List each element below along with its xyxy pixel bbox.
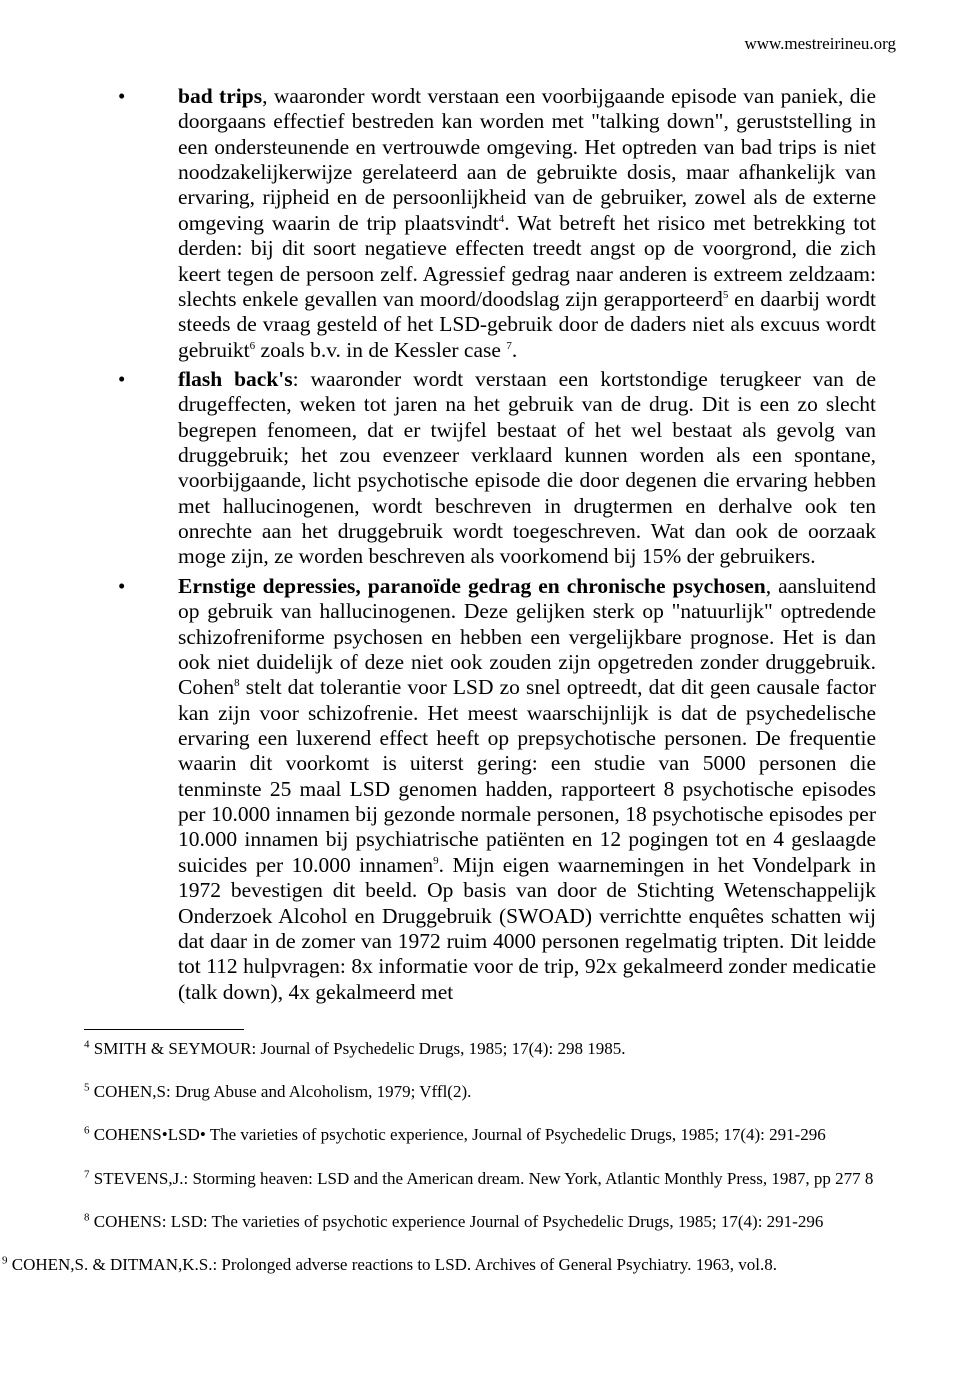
footnote-text: COHEN,S. & DITMAN,K.S.: Prolonged advers…	[8, 1255, 777, 1274]
lead-term: flash back's	[178, 367, 293, 391]
footnote: 9 COHEN,S. & DITMAN,K.S.: Prolonged adve…	[2, 1254, 876, 1275]
footnote: 4 SMITH & SEYMOUR: Journal of Psychedeli…	[84, 1038, 876, 1059]
footnote: 7 STEVENS,J.: Storming heaven: LSD and t…	[84, 1168, 876, 1189]
footnote-rule	[84, 1029, 244, 1030]
list-item: Ernstige depressies, paranoïde gedrag en…	[84, 574, 876, 1005]
document-page: www.mestreirineu.org bad trips, waaronde…	[0, 0, 960, 1380]
header-url: www.mestreirineu.org	[84, 34, 896, 54]
lead-term: bad trips	[178, 84, 262, 108]
footnote-text: COHENS•LSD• The varieties of psychotic e…	[90, 1125, 826, 1144]
body-text: stelt dat tolerantie voor LSD zo snel op…	[178, 675, 876, 877]
list-item: flash back's: waaronder wordt verstaan e…	[84, 367, 876, 570]
body-text: zoals b.v. in de Kessler case	[255, 338, 506, 362]
bullet-list: bad trips, waaronder wordt verstaan een …	[84, 84, 876, 1005]
footnotes-block: 4 SMITH & SEYMOUR: Journal of Psychedeli…	[84, 1038, 876, 1276]
footnote: 5 COHEN,S: Drug Abuse and Alcoholism, 19…	[84, 1081, 876, 1102]
footnote: 8 COHENS: LSD: The varieties of psychoti…	[84, 1211, 876, 1232]
footnote-text: COHEN,S: Drug Abuse and Alcoholism, 1979…	[90, 1082, 472, 1101]
body-text: : waaronder wordt verstaan een kortstond…	[178, 367, 876, 569]
list-item: bad trips, waaronder wordt verstaan een …	[84, 84, 876, 363]
footnote-text: STEVENS,J.: Storming heaven: LSD and the…	[90, 1169, 874, 1188]
footnote: 6 COHENS•LSD• The varieties of psychotic…	[84, 1124, 876, 1145]
lead-term: Ernstige depressies, paranoïde gedrag en…	[178, 574, 766, 598]
footnote-text: SMITH & SEYMOUR: Journal of Psychedelic …	[90, 1039, 626, 1058]
body-text: .	[512, 338, 517, 362]
footnote-text: COHENS: LSD: The varieties of psychotic …	[90, 1212, 824, 1231]
